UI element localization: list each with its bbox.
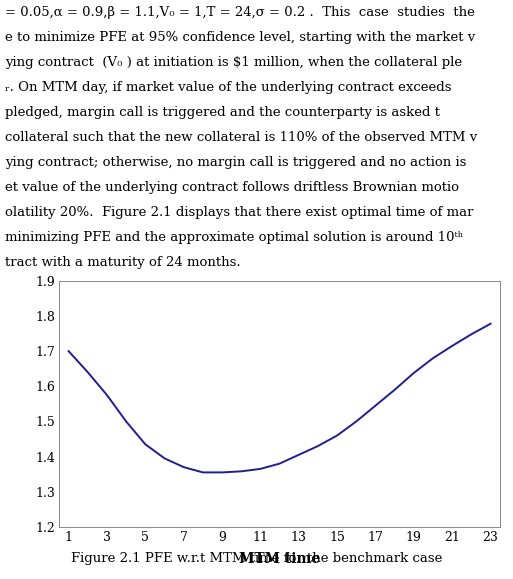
Text: Figure 2.1 PFE w.r.t MTM time for the benchmark case: Figure 2.1 PFE w.r.t MTM time for the be… xyxy=(71,552,442,565)
Text: ying contract; otherwise, no margin call is triggered and no action is: ying contract; otherwise, no margin call… xyxy=(5,156,466,169)
X-axis label: MTM time: MTM time xyxy=(239,552,320,566)
Text: ying contract  (V₀ ) at initiation is $1 million, when the collateral ple: ying contract (V₀ ) at initiation is $1 … xyxy=(5,56,462,69)
Text: et value of the underlying contract follows driftless Brownian motio: et value of the underlying contract foll… xyxy=(5,181,459,194)
Text: tract with a maturity of 24 months.: tract with a maturity of 24 months. xyxy=(5,256,241,269)
Text: minimizing PFE and the approximate optimal solution is around 10ᵗʰ: minimizing PFE and the approximate optim… xyxy=(5,231,464,244)
Text: ᵣ. On MTM day, if market value of the underlying contract exceeds: ᵣ. On MTM day, if market value of the un… xyxy=(5,81,451,94)
Text: olatility 20%.  Figure 2.1 displays that there exist optimal time of mar: olatility 20%. Figure 2.1 displays that … xyxy=(5,206,473,219)
Text: collateral such that the new collateral is 110% of the observed MTM v: collateral such that the new collateral … xyxy=(5,131,478,144)
Text: pledged, margin call is triggered and the counterparty is asked t: pledged, margin call is triggered and th… xyxy=(5,106,440,119)
Text: = 0.05,α = 0.9,β = 1.1,V₀ = 1,T = 24,σ = 0.2 .  This  case  studies  the: = 0.05,α = 0.9,β = 1.1,V₀ = 1,T = 24,σ =… xyxy=(5,6,475,19)
Text: e to minimize PFE at 95% confidence level, starting with the market v: e to minimize PFE at 95% confidence leve… xyxy=(5,31,476,44)
